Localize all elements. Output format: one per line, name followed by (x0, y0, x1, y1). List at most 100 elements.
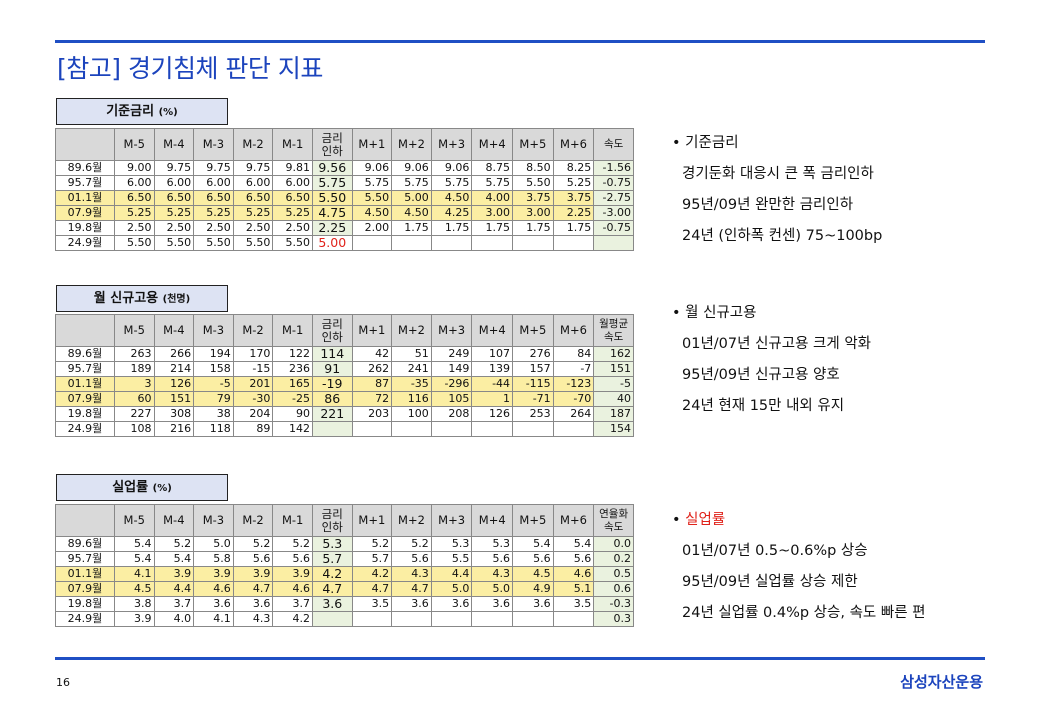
table-cell: 5.50 (113, 235, 155, 251)
note-heading-text: 실업률 (685, 512, 726, 528)
table-cell: 0.0 (593, 536, 634, 552)
column-header: M-3 (193, 314, 234, 347)
column-header: M+1 (351, 504, 393, 537)
table-cell: 5.25 (193, 205, 234, 221)
section-unit: (%) (158, 107, 178, 118)
table-cell: 6.00 (193, 175, 234, 191)
row-label: 89.6월 (55, 160, 115, 176)
note-line: 24년 현재 15만 내외 유지 (682, 398, 845, 414)
row-label: 01.1월 (55, 376, 115, 392)
column-header: M-2 (232, 128, 274, 161)
table-cell: 5.25 (113, 205, 155, 221)
table-cell: 51 (391, 346, 432, 362)
table-cell: 114 (311, 346, 353, 362)
table-cell: 86 (311, 391, 353, 407)
unemployment-table: M-5 M-4 M-3 M-2 M-1 금리 인하 M+1 M+2 M+3 M+4 M+5 M+6 연율… (55, 504, 634, 627)
table-cell: 2.50 (193, 220, 234, 236)
table-cell: -0.3 (593, 596, 634, 612)
page-number: 16 (56, 676, 70, 689)
table-cell: 3.7 (272, 596, 313, 612)
table-row: 95.7월 6.00 6.00 6.00 6.00 6.00 5.75 5.75 5.75 5.7… (55, 175, 634, 191)
table-cell: 6.00 (272, 175, 313, 191)
column-header: M+4 (471, 128, 514, 161)
notes-unemployment: • 실업률 01년/07년 0.5~0.6%p 상승 95년/09년 실업률 상승 … (672, 505, 992, 629)
table-cell: 5.50 (311, 190, 353, 206)
column-header: M-5 (113, 128, 155, 161)
table-cell: 9.06 (430, 160, 473, 176)
table-cell: 60 (113, 391, 155, 407)
table-cell: 4.7 (232, 581, 274, 597)
table-cell: -2.75 (593, 190, 634, 206)
table-cell: 253 (512, 406, 554, 422)
column-header: 월평균 속도 (593, 314, 634, 347)
table-cell (391, 235, 432, 251)
table-cell (512, 421, 554, 437)
table-row: 95.7월 5.4 5.4 5.8 5.6 5.6 5.7 5.7 5.6 5.5 5.6 5.6 5.… (55, 551, 634, 567)
table-cell: 221 (311, 406, 353, 422)
column-header: M+1 (351, 314, 393, 347)
table-cell: 5.2 (351, 536, 393, 552)
row-label: 01.1월 (55, 566, 115, 582)
table-cell: 3.6 (430, 596, 473, 612)
table-cell (391, 421, 432, 437)
table-cell: 149 (430, 361, 473, 377)
table-cell (593, 235, 634, 251)
table-cell: 5.6 (471, 551, 514, 567)
table-cell: 4.5 (113, 581, 155, 597)
table-cell: 3.5 (351, 596, 393, 612)
table-cell: 241 (391, 361, 432, 377)
table-cell: 4.4 (153, 581, 195, 597)
table-row: 01.1월 3 126 -5 201 165 -19 87 -35 -296 -44 -115 -123… (55, 376, 634, 392)
column-header: M-4 (153, 314, 195, 347)
table-row: 89.6월 5.4 5.2 5.0 5.2 5.2 5.3 5.2 5.2 5.3 5.3 5.4 5.… (55, 536, 634, 552)
note-line: 95년/09년 신규고용 양호 (682, 367, 840, 383)
table-cell: 5.00 (391, 190, 432, 206)
table-cell: 5.4 (113, 551, 155, 567)
table-cell: 5.75 (311, 175, 353, 191)
note-heading-text: 기준금리 (685, 135, 739, 151)
table-cell (471, 421, 514, 437)
table-row: 19.8월 2.50 2.50 2.50 2.50 2.50 2.25 2.00 1.75 1.7… (55, 220, 634, 236)
column-header: M+6 (552, 128, 595, 161)
column-header: M-5 (113, 314, 155, 347)
table-cell: 107 (471, 346, 514, 362)
table-cell: 4.50 (430, 190, 473, 206)
table-cell: 9.81 (272, 160, 313, 176)
table-cell: 5.4 (153, 551, 195, 567)
table-cell: 5.3 (471, 536, 514, 552)
table-cell: 4.0 (153, 611, 195, 627)
note-heading: • 월 신규고용 (672, 298, 992, 329)
table-cell: 2.50 (272, 220, 313, 236)
table-cell: 204 (232, 406, 274, 422)
table-cell: 263 (113, 346, 155, 362)
column-header: M-1 (272, 128, 313, 161)
table-cell: 1.75 (391, 220, 432, 236)
column-header: M+5 (512, 504, 554, 537)
table-cell (430, 235, 473, 251)
table-cell: 4.6 (272, 581, 313, 597)
table-cell: 5.2 (391, 536, 432, 552)
table-cell: 0.3 (593, 611, 634, 627)
column-header: M+5 (512, 314, 554, 347)
row-label: 07.9월 (55, 205, 115, 221)
table-cell: -25 (272, 391, 313, 407)
table-cell: 4.25 (430, 205, 473, 221)
table-cell: 4.2 (311, 566, 353, 582)
row-label: 07.9월 (55, 391, 115, 407)
table-cell: 5.1 (552, 581, 595, 597)
table-cell: 40 (593, 391, 634, 407)
table-cell: 118 (193, 421, 234, 437)
table-cell: 236 (272, 361, 313, 377)
table-cell: 4.2 (351, 566, 393, 582)
table-cell: 2.50 (153, 220, 195, 236)
table-cell: 5.6 (552, 551, 595, 567)
table-cell (471, 235, 514, 251)
table-cell: 3.7 (153, 596, 195, 612)
table-cell: -0.75 (593, 220, 634, 236)
table-cell (311, 611, 353, 627)
table-row: 19.8월 3.8 3.7 3.6 3.6 3.7 3.6 3.5 3.6 3.6 3.6 3.6 3.… (55, 596, 634, 612)
table-cell: 5.25 (272, 205, 313, 221)
table-cell: 4.2 (272, 611, 313, 627)
table-cell: 72 (351, 391, 393, 407)
table-cell: 9.75 (193, 160, 234, 176)
